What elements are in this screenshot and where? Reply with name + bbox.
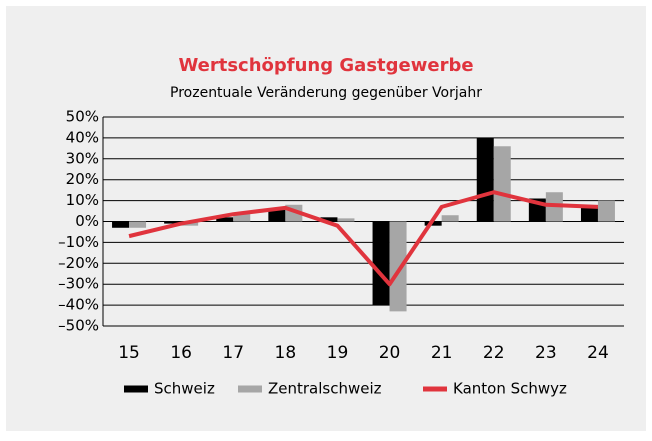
chart-subtitle: Prozentuale Veränderung gegenüber Vorjah… [170,85,482,101]
y-tick-label: 10% [66,191,99,209]
legend-label: Schweiz [154,380,215,398]
bar [337,218,355,222]
x-tick-label: 17 [222,343,244,363]
bar [233,213,251,222]
bar [129,221,147,228]
y-tick-label: –30% [58,275,99,293]
bar [389,221,407,312]
bar [441,215,459,222]
bar [320,217,338,222]
bar [164,221,182,224]
legend-label: Kanton Schwyz [453,380,567,398]
y-tick-label: 0% [75,212,99,230]
x-tick-label: 24 [587,343,609,363]
y-tick-label: –10% [58,233,99,251]
y-tick-label: –40% [58,296,99,314]
y-tick-label: 50% [66,108,99,126]
bar [372,221,390,306]
bar [580,206,598,222]
x-tick-label: 21 [431,343,453,363]
bar [493,146,511,222]
bar [216,217,234,222]
x-tick-label: 16 [170,343,192,363]
bar [597,200,615,222]
line [128,190,599,287]
y-tick-label: –50% [58,317,99,335]
x-tick-label: 19 [327,343,349,363]
x-tick-label: 15 [118,343,140,363]
bar [268,208,286,222]
x-tick-label: 20 [379,343,401,363]
bar [476,137,494,222]
y-tick-label: 40% [66,128,99,146]
y-tick-label: –20% [58,254,99,272]
bar [424,221,442,226]
y-tick-label: 20% [66,170,99,188]
chart-title: Wertschöpfung Gastgewerbe [178,55,473,76]
bar [112,221,130,228]
legend-label: Zentralschweiz [268,380,382,398]
y-tick-label: 30% [66,149,99,167]
x-tick-label: 18 [275,343,297,363]
x-tick-label: 23 [535,343,557,363]
x-tick-label: 22 [483,343,505,363]
